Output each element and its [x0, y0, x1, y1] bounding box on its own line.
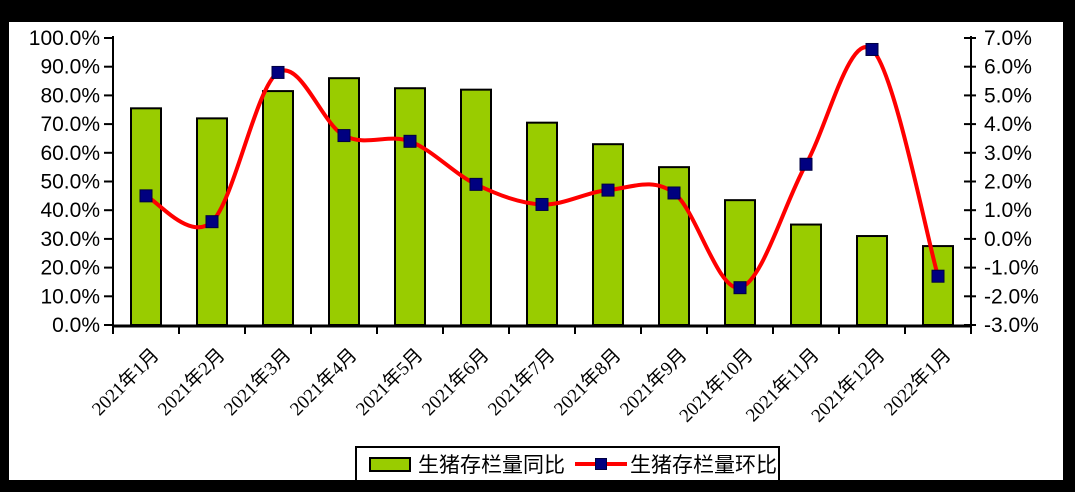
- right-axis-tick-label: 7.0%: [984, 27, 1032, 50]
- legend: 生猪存栏量同比 生猪存栏量环比: [355, 446, 780, 482]
- mom-marker: [535, 197, 549, 211]
- right-axis-tick-label: 2.0%: [984, 171, 1032, 194]
- yoy-bar: [790, 223, 822, 326]
- left-axis-tick-label: 40.0%: [40, 199, 100, 222]
- x-axis-month-label: 2021年1月: [88, 344, 164, 420]
- mom-marker: [469, 177, 483, 191]
- mom-marker: [337, 129, 351, 143]
- x-axis: 2021年1月2021年2月2021年3月2021年4月2021年5月2021年…: [88, 324, 972, 427]
- legend-bar-swatch-icon: [369, 456, 411, 472]
- right-axis-tick-label: -2.0%: [984, 285, 1039, 308]
- yoy-bar: [130, 107, 162, 326]
- yoy-bar: [262, 90, 294, 326]
- mom-marker: [403, 134, 417, 148]
- mom-marker: [601, 183, 615, 197]
- right-axis-tick-label: 3.0%: [984, 142, 1032, 165]
- right-axis-tick-label: 6.0%: [984, 56, 1032, 79]
- yoy-bar: [394, 87, 426, 326]
- left-axis-tick-label: 90.0%: [40, 56, 100, 79]
- x-axis-month-label: 2021年4月: [286, 344, 362, 420]
- left-axis-tick-label: 80.0%: [40, 84, 100, 107]
- right-axis-tick-label: -3.0%: [984, 314, 1039, 337]
- yoy-bar: [922, 245, 954, 326]
- mom-marker: [733, 281, 747, 295]
- right-axis-tick-label: 5.0%: [984, 84, 1032, 107]
- right-axis: 7.0% 6.0% 5.0% 4.0% 3.0% 2.0% 1.0% 0.0% -1.0% -2.…: [964, 27, 1039, 337]
- left-axis-tick-label: 0.0%: [52, 314, 100, 337]
- mom-line-series: [139, 42, 945, 295]
- x-axis-month-label: 2021年3月: [220, 344, 296, 420]
- mom-marker: [271, 65, 285, 79]
- yoy-bar: [460, 88, 492, 326]
- yoy-bar: [856, 235, 888, 326]
- legend-label-yoy: 生猪存栏量同比: [418, 453, 565, 477]
- left-axis-tick-label: 10.0%: [40, 285, 100, 308]
- legend-label-mom: 生猪存栏量环比: [630, 453, 777, 477]
- right-axis-tick-label: 0.0%: [984, 228, 1032, 251]
- x-axis-month-label: 2021年7月: [484, 344, 560, 420]
- left-axis-tick-label: 20.0%: [40, 257, 100, 280]
- x-axis-month-label: 2021年5月: [352, 344, 428, 420]
- x-axis-month-label: 2021年8月: [550, 344, 626, 420]
- mom-marker: [667, 186, 681, 200]
- yoy-bar: [724, 199, 756, 326]
- yoy-bar: [328, 77, 360, 327]
- yoy-bar: [526, 121, 558, 327]
- x-axis-month-label: 2022年1月: [880, 344, 956, 420]
- right-axis-tick-label: 1.0%: [984, 199, 1032, 222]
- mom-marker: [799, 157, 813, 171]
- mom-marker: [931, 269, 945, 283]
- left-axis-tick-label: 30.0%: [40, 228, 100, 251]
- right-axis-tick-label: -1.0%: [984, 257, 1039, 280]
- mom-marker: [865, 42, 879, 56]
- left-axis-tick-label: 50.0%: [40, 171, 100, 194]
- left-axis-tick-label: 60.0%: [40, 142, 100, 165]
- left-axis-tick-label: 70.0%: [40, 113, 100, 136]
- yoy-bar: [592, 143, 624, 326]
- legend-line-marker-icon: [595, 458, 607, 470]
- left-axis: 100.0% 90.0% 80.0% 70.0% 60.0% 50.0% 40.0% 30.0…: [29, 27, 114, 337]
- mom-marker: [139, 189, 153, 203]
- right-axis-tick-label: 4.0%: [984, 113, 1032, 136]
- mom-marker: [205, 215, 219, 229]
- left-axis-tick-label: 100.0%: [29, 27, 100, 50]
- x-axis-month-label: 2021年2月: [154, 344, 230, 420]
- x-axis-month-label: 2021年6月: [418, 344, 494, 420]
- legend-line-swatch-icon: [575, 456, 627, 472]
